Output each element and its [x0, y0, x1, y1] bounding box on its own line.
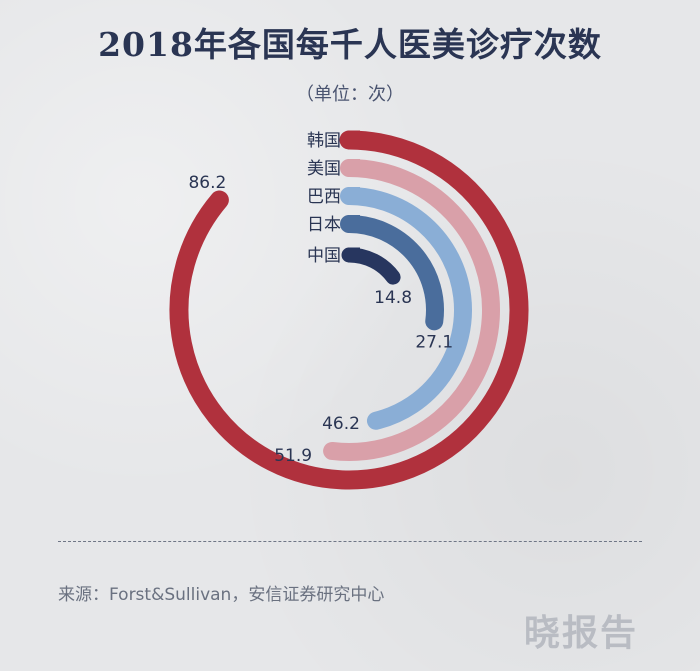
arc-start-中国	[348, 247, 360, 263]
value-label: 51.9	[274, 446, 312, 466]
category-label: 中国	[307, 246, 341, 266]
arc-巴西	[340, 187, 472, 430]
chart-title: 2018年各国每千人医美诊疗次数	[98, 25, 602, 64]
value-label: 14.8	[374, 288, 412, 308]
arc-美国	[323, 159, 500, 461]
dashed-divider	[58, 541, 642, 542]
arc-start-美国	[348, 159, 360, 177]
arc-start-巴西	[348, 187, 360, 205]
value-label: 86.2	[188, 173, 226, 193]
arc-日本	[340, 215, 444, 331]
category-label: 韩国	[307, 131, 341, 151]
arc-start-韩国	[348, 130, 360, 150]
arc-韩国	[169, 130, 529, 490]
category-label: 巴西	[307, 187, 341, 207]
source-note: 来源：Forst&Sullivan，安信证券研究中心	[58, 585, 385, 605]
value-label: 27.1	[415, 332, 453, 352]
chart-unit: （单位：次）	[296, 84, 404, 105]
value-label: 46.2	[322, 414, 360, 434]
category-label: 日本	[307, 215, 341, 235]
arc-start-日本	[348, 215, 360, 233]
category-label: 美国	[307, 159, 341, 179]
watermark-logo: 晓报告	[523, 613, 638, 654]
